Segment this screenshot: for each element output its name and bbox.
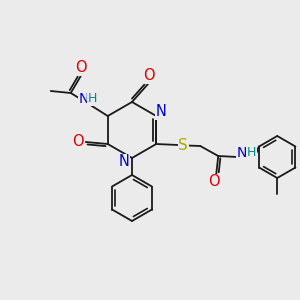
Text: O: O <box>208 175 220 190</box>
Text: N: N <box>156 104 167 119</box>
Text: N: N <box>79 92 89 106</box>
Text: N: N <box>118 154 129 169</box>
Text: S: S <box>178 137 188 152</box>
Text: O: O <box>143 68 155 83</box>
Text: N: N <box>237 146 247 160</box>
Text: O: O <box>72 134 84 148</box>
Text: O: O <box>75 61 87 76</box>
Text: H: H <box>88 92 98 106</box>
Text: H: H <box>247 146 256 160</box>
